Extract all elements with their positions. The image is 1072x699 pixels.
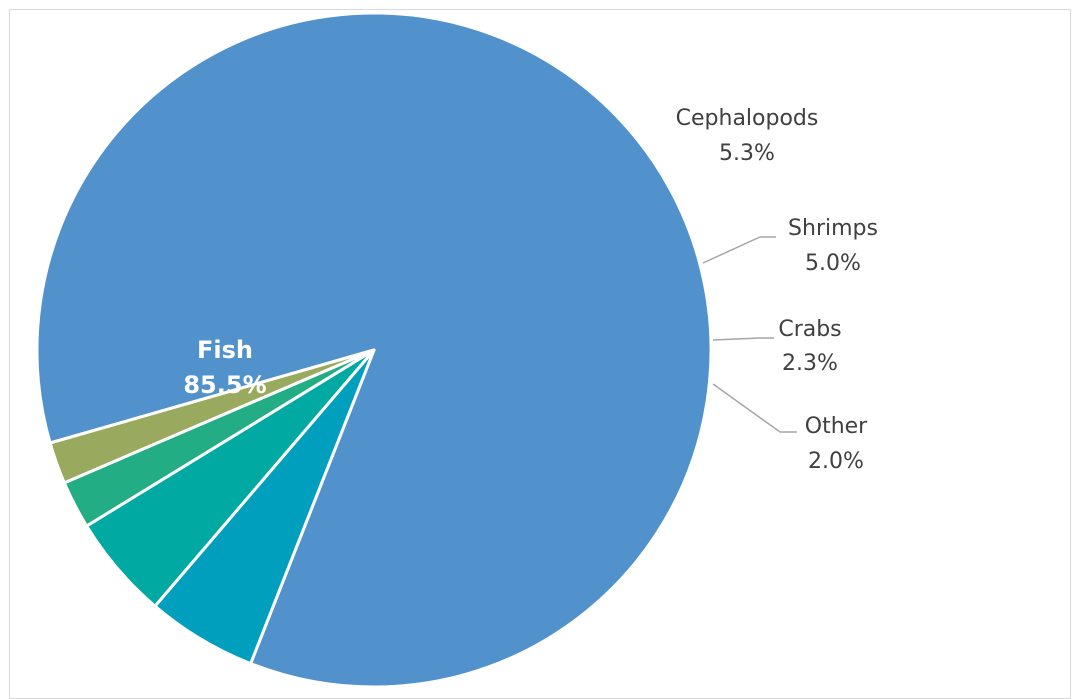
label-name-fish: Fish: [197, 336, 253, 364]
label-name-cephalopods: Cephalopods: [676, 106, 819, 131]
label-value-shrimps: 5.0%: [805, 251, 861, 276]
label-name-other: Other: [805, 414, 868, 439]
label-name-shrimps: Shrimps: [788, 216, 878, 241]
label-value-crabs: 2.3%: [782, 351, 838, 376]
leader-lines: [702, 236, 797, 433]
label-name-crabs: Crabs: [778, 317, 841, 342]
label-value-other: 2.0%: [808, 449, 864, 474]
label-value-fish: 85.5%: [183, 371, 266, 399]
pie-slice-other: [48, 348, 376, 485]
leader-line-shrimps: [702, 236, 776, 264]
leader-line-crabs: [712, 337, 774, 341]
label-value-cephalopods: 5.3%: [719, 141, 775, 166]
data-labels: Fish 85.5% Cephalopods 5.3% Shrimps 5.0% Crabs…: [183, 106, 878, 474]
leader-line-other: [712, 383, 797, 433]
pie-slices: [35, 11, 713, 689]
